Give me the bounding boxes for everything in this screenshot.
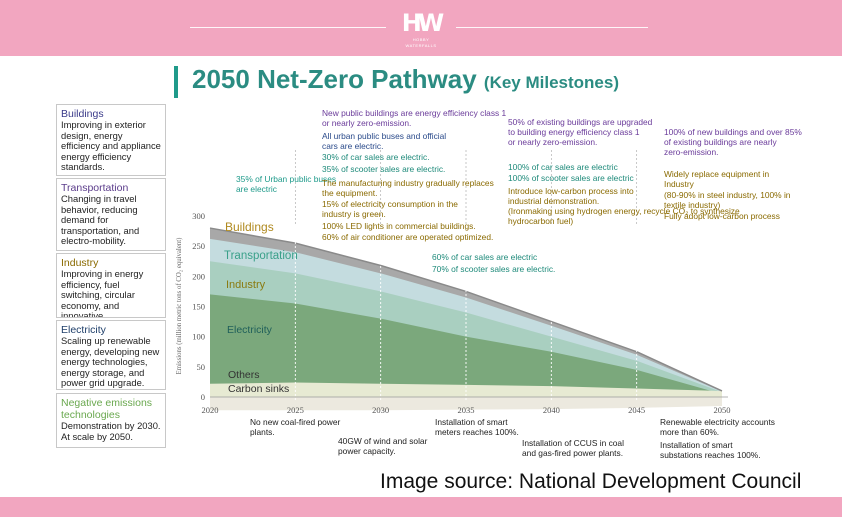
milestone-note: Introduce low-carbon process into industr… — [508, 186, 634, 206]
x-tick-label: 2040 — [543, 405, 560, 415]
x-tick-label: 2050 — [714, 405, 731, 415]
milestone-note: 100% of new buildings and over 85% of exi… — [664, 127, 802, 157]
x-tick-label: 2030 — [372, 405, 389, 415]
milestone-note: 100% LED lights in commercial buildings. — [322, 221, 476, 231]
milestone-bottom-note: 40GW of wind and solar power capacity. — [338, 436, 428, 456]
title-accent-bar — [174, 66, 178, 98]
sidebar-box-2: Industry Improving in energy efficiency, … — [56, 253, 166, 318]
milestone-note: 60% of air conditioner are operated opti… — [322, 232, 493, 242]
milestone-bottom-note: Installation of smart substations reaches… — [660, 440, 761, 460]
y-tick-label: 250 — [192, 241, 205, 251]
x-tick-label: 2045 — [628, 405, 645, 415]
sidebar-box-4: Negative emissions technologies Demonstra… — [56, 393, 166, 448]
bottom-banner — [0, 497, 842, 517]
series-label-others: Others — [228, 369, 260, 381]
milestone-note: (Ironmaking using hydrogen energy, recyc… — [508, 206, 740, 226]
y-tick-label: 50 — [197, 362, 206, 372]
milestone-note: New public buildings are energy efficien… — [322, 108, 507, 128]
sidebar-body: Scaling up renewable energy, developing … — [61, 335, 160, 389]
series-label-electricity: Electricity — [227, 324, 273, 336]
milestone-note: 100% of car sales are electric — [508, 162, 618, 172]
y-tick-label: 0 — [201, 392, 205, 402]
y-tick-label: 150 — [192, 302, 205, 312]
logo-text: HOBBY WATERFALLS — [405, 37, 437, 48]
sidebar-heading: Industry — [61, 257, 99, 269]
sidebar-body: Changing in travel behavior, reducing de… — [61, 193, 140, 247]
series-label-transportation: Transportation — [224, 250, 298, 262]
milestone-bottom-note: Renewable electricity accounts more than … — [660, 417, 775, 437]
x-tick-label: 2035 — [458, 405, 475, 415]
series-label-industry: Industry — [226, 279, 266, 291]
y-tick-label: 300 — [192, 211, 205, 221]
logo: HW HOBBY WATERFALLS — [398, 9, 445, 49]
sidebar-body: Demonstration by 2030. At scale by 2050. — [61, 420, 161, 442]
milestone-bottom-note: No new coal-fired power plants. — [250, 417, 341, 437]
milestone-note: Fully adopt low-carbon process — [664, 211, 780, 221]
y-tick-label: 200 — [192, 271, 205, 281]
y-axis-label: Emissions (million metric tons of CO₂ eq… — [176, 238, 183, 375]
milestone-note: 35% of scooter sales are electric. — [322, 164, 445, 174]
milestone-bottom-note: Installation of smart meters reaches 100%… — [435, 417, 519, 437]
sidebar-body: Improving in energy efficiency, fuel swi… — [61, 268, 144, 318]
x-tick-label: 2020 — [202, 405, 219, 415]
series-label-buildings: Buildings — [225, 220, 274, 234]
milestone-note: 30% of car sales are electric. — [322, 152, 430, 162]
sidebar-box-3: Electricity Scaling up renewable energy, … — [56, 320, 166, 390]
milestone-note: 60% of car sales are electric — [432, 252, 537, 262]
milestone-note: 15% of electricity consumption in the ind… — [322, 199, 458, 219]
area-electricity — [210, 294, 722, 397]
series-label-carbon-sinks: Carbon sinks — [228, 383, 289, 395]
milestone-note: 70% of scooter sales are electric. — [432, 264, 555, 274]
sidebar-box-0: Buildings Improving in exterior design, e… — [56, 104, 166, 176]
milestone-note: The manufacturing industry gradually rep… — [322, 178, 494, 198]
milestone-note: 100% of scooter sales are electric — [508, 173, 634, 183]
image-source: Image source: National Development Counc… — [380, 470, 802, 493]
banner-divider-right — [456, 27, 648, 28]
sidebar-heading: Buildings — [61, 108, 104, 120]
milestone-note: (80-90% in steel industry, 100% in textil… — [664, 190, 791, 210]
page-title: 2050 Net-Zero Pathway (Key Milestones) — [192, 64, 619, 95]
title-main: 2050 Net-Zero Pathway — [192, 64, 477, 94]
area-others — [210, 382, 722, 397]
y-tick-label: 100 — [192, 332, 205, 342]
sidebar-box-1: Transportation Changing in travel behavio… — [56, 178, 166, 251]
milestone-bottom-note: Installation of CCUS in coal and gas-fire… — [522, 438, 624, 458]
x-tick-label: 2025 — [287, 405, 304, 415]
sidebar-heading: Negative emissions technologies — [61, 397, 153, 421]
logo-mark: HW — [401, 9, 445, 37]
sidebar-body: Improving in exterior design, energy eff… — [61, 119, 161, 173]
top-banner: HW HOBBY WATERFALLS — [0, 0, 842, 56]
area-carbon-sinks — [210, 397, 722, 411]
title-sub: (Key Milestones) — [483, 73, 619, 92]
sidebar-heading: Transportation — [61, 182, 129, 194]
milestone-note: Widely replace equipment in Industry — [664, 169, 770, 189]
milestone-note: 35% of Urban public buses are electric — [236, 174, 336, 194]
sidebar-heading: Electricity — [61, 324, 106, 336]
milestone-note: All urban public buses and official cars … — [322, 131, 446, 151]
banner-divider-left — [190, 27, 386, 28]
milestone-note: 50% of existing buildings are upgraded to… — [508, 117, 653, 147]
